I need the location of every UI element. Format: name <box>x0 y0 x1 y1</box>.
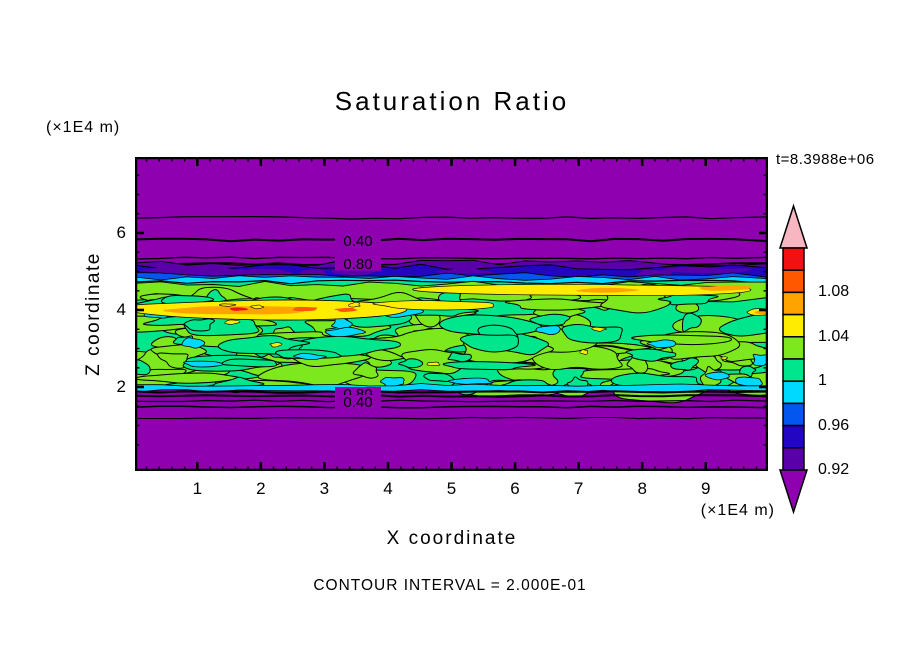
x-tick-label: 9 <box>700 479 711 498</box>
colorbar-tick-label: 1.08 <box>818 283 850 301</box>
contour-plot: 0.400.800.800.40 <box>135 157 768 471</box>
svg-text:0.40: 0.40 <box>343 394 372 411</box>
colorbar-tick-label: 1.04 <box>818 327 850 345</box>
colorbar-tick-label: 1 <box>818 372 827 390</box>
page-title: Saturation Ratio <box>334 86 570 116</box>
z-axis-unit: (×1E4 m) <box>46 119 121 136</box>
x-axis-unit: (×1E4 m) <box>700 502 775 519</box>
z-tick-label: 2 <box>116 377 126 396</box>
time-annotation: t=8.3988e+06 <box>776 151 875 168</box>
x-tick-label: 8 <box>637 479 647 498</box>
x-tick-label: 6 <box>510 479 520 498</box>
svg-text:0.80: 0.80 <box>343 256 372 273</box>
x-tick-label: 5 <box>446 479 457 498</box>
x-tick-label: 4 <box>383 479 393 498</box>
x-tick-label: 3 <box>319 479 330 498</box>
x-tick-label: 7 <box>573 479 584 498</box>
x-tick-label: 2 <box>256 479 266 498</box>
contour-interval-note: CONTOUR INTERVAL = 2.000E-01 <box>313 577 587 594</box>
colorbar-tick-label: 0.96 <box>818 416 850 434</box>
colorbar-tick-label: 0.92 <box>818 461 850 478</box>
z-tick-label: 6 <box>116 223 126 242</box>
svg-text:0.40: 0.40 <box>343 233 372 250</box>
x-axis-label: X coordinate <box>386 528 518 549</box>
z-tick-label: 4 <box>116 300 126 319</box>
colorbar <box>778 203 809 515</box>
x-tick-label: 1 <box>192 479 203 498</box>
